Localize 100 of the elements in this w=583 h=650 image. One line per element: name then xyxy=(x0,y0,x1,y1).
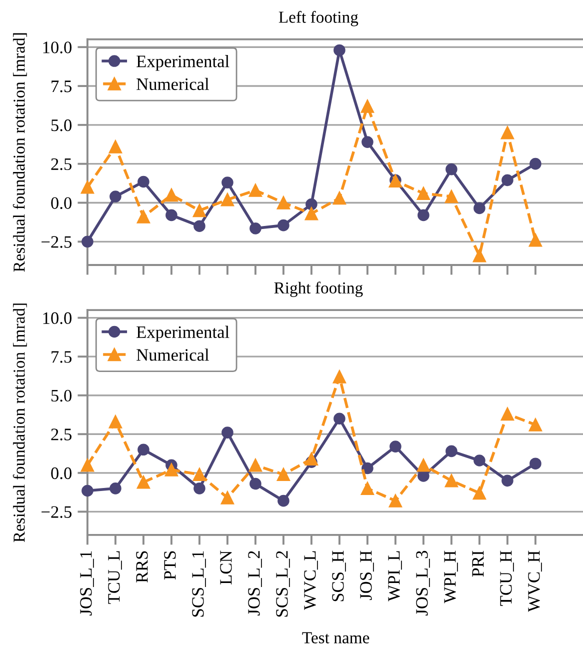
point xyxy=(416,186,430,200)
point xyxy=(220,193,234,206)
x-tick-label: JOS_L_3 xyxy=(416,550,430,616)
point xyxy=(82,484,94,497)
point xyxy=(528,418,542,432)
point xyxy=(220,491,234,504)
point xyxy=(502,474,514,487)
point xyxy=(194,482,206,494)
x-tick-label: TCU_L xyxy=(108,551,122,604)
point xyxy=(276,196,290,210)
point xyxy=(362,136,374,148)
point xyxy=(136,476,150,489)
legend-label: Numerical xyxy=(136,78,209,90)
y-tick-label: 5.0 xyxy=(51,119,72,132)
point xyxy=(446,445,458,458)
y-tick-label: −2.5 xyxy=(42,506,72,518)
point xyxy=(472,486,486,500)
point xyxy=(192,204,206,218)
point xyxy=(502,174,514,186)
y-tick-label: 2.5 xyxy=(51,428,72,440)
x-tick-label: TCU_H xyxy=(500,550,514,606)
point xyxy=(164,188,178,202)
x-tick-label: JOS_L_1 xyxy=(80,551,94,616)
x-tick-label: SCS_L_2 xyxy=(276,551,290,617)
point xyxy=(360,482,374,496)
point xyxy=(82,236,94,248)
point xyxy=(108,140,122,154)
point xyxy=(138,176,150,188)
point xyxy=(306,198,318,210)
point xyxy=(474,454,486,466)
point xyxy=(138,444,150,456)
point xyxy=(332,191,346,205)
point xyxy=(250,222,262,234)
x-tick-label: WVC_L xyxy=(304,551,318,610)
point xyxy=(248,458,262,472)
legend-label: Experimental xyxy=(136,326,230,342)
point xyxy=(192,468,206,482)
point xyxy=(500,126,514,140)
x-tick-label: JOS_H xyxy=(360,550,374,600)
point xyxy=(388,494,402,508)
point xyxy=(278,494,290,507)
point xyxy=(80,458,94,472)
point xyxy=(444,474,458,488)
point xyxy=(80,180,94,194)
point xyxy=(110,482,122,494)
x-tick-label: PRI xyxy=(472,550,484,577)
point xyxy=(136,210,150,224)
point xyxy=(334,412,346,425)
x-tick-label: WVC_H xyxy=(528,550,542,612)
point xyxy=(250,478,262,490)
point xyxy=(276,468,290,482)
point xyxy=(530,458,542,470)
point xyxy=(418,209,430,222)
y-tick-label: 7.5 xyxy=(52,351,72,363)
point xyxy=(304,452,318,466)
legend-label: Numerical xyxy=(136,348,209,361)
y-axis-title: Residual foundation rotation [mrad] xyxy=(12,33,27,272)
x-tick-label: PTS xyxy=(164,551,176,580)
point xyxy=(222,426,234,438)
point xyxy=(446,163,458,176)
chart-title: Left footing xyxy=(278,10,358,26)
y-axis-title: Residual foundation rotation [mrad] xyxy=(12,304,27,542)
point xyxy=(418,470,430,482)
point xyxy=(194,220,206,232)
x-tick-label: SCS_L_1 xyxy=(192,551,206,617)
y-tick-label: 10.0 xyxy=(43,312,72,324)
point xyxy=(416,458,430,472)
point xyxy=(530,158,542,170)
y-tick-label: 5.0 xyxy=(51,390,72,402)
point xyxy=(248,184,262,197)
x-axis-title: Test name xyxy=(302,632,370,644)
point xyxy=(472,249,486,262)
y-tick-label: 7.5 xyxy=(52,80,72,92)
point xyxy=(164,463,178,476)
point xyxy=(278,219,290,232)
point xyxy=(304,207,318,220)
point xyxy=(166,209,178,222)
point xyxy=(362,462,374,474)
chart-title: Right footing xyxy=(274,282,363,297)
y-tick-label: 0.0 xyxy=(51,197,72,210)
y-tick-label: 10.0 xyxy=(43,42,72,54)
x-tick-label: JOS_L_2 xyxy=(248,551,262,616)
point xyxy=(360,100,374,113)
point xyxy=(222,176,234,188)
x-tick-label: WPI_H xyxy=(444,550,458,604)
x-tick-label: WPI_L xyxy=(388,551,402,602)
point xyxy=(332,370,346,384)
y-tick-label: 0.0 xyxy=(51,467,72,480)
x-tick-label: SCS_H xyxy=(332,550,346,602)
point xyxy=(528,234,542,247)
point xyxy=(110,190,122,202)
point xyxy=(390,440,402,452)
legend-label: Experimental xyxy=(136,55,230,71)
x-tick-label: RRS xyxy=(136,551,148,583)
point xyxy=(474,202,486,214)
point xyxy=(108,415,122,428)
y-tick-label: 2.5 xyxy=(51,158,72,170)
point xyxy=(500,407,514,421)
y-tick-label: −2.5 xyxy=(42,236,72,248)
x-tick-label: LCN xyxy=(220,550,232,584)
